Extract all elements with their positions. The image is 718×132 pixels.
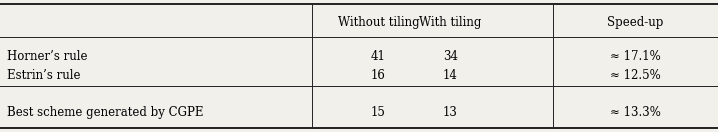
Text: 41: 41 xyxy=(371,50,386,63)
Text: 34: 34 xyxy=(443,50,457,63)
Text: Speed-up: Speed-up xyxy=(607,16,663,29)
Text: 14: 14 xyxy=(443,69,457,82)
Text: 16: 16 xyxy=(371,69,386,82)
Text: Horner’s rule: Horner’s rule xyxy=(7,50,88,63)
Text: 13: 13 xyxy=(443,106,457,119)
Text: With tiling: With tiling xyxy=(419,16,481,29)
Text: Estrin’s rule: Estrin’s rule xyxy=(7,69,80,82)
Text: ≈ 12.5%: ≈ 12.5% xyxy=(610,69,661,82)
Text: ≈ 13.3%: ≈ 13.3% xyxy=(610,106,661,119)
Text: 15: 15 xyxy=(371,106,386,119)
Text: ≈ 17.1%: ≈ 17.1% xyxy=(610,50,661,63)
Text: Best scheme generated by CGPE: Best scheme generated by CGPE xyxy=(7,106,204,119)
Text: Without tiling: Without tiling xyxy=(337,16,419,29)
